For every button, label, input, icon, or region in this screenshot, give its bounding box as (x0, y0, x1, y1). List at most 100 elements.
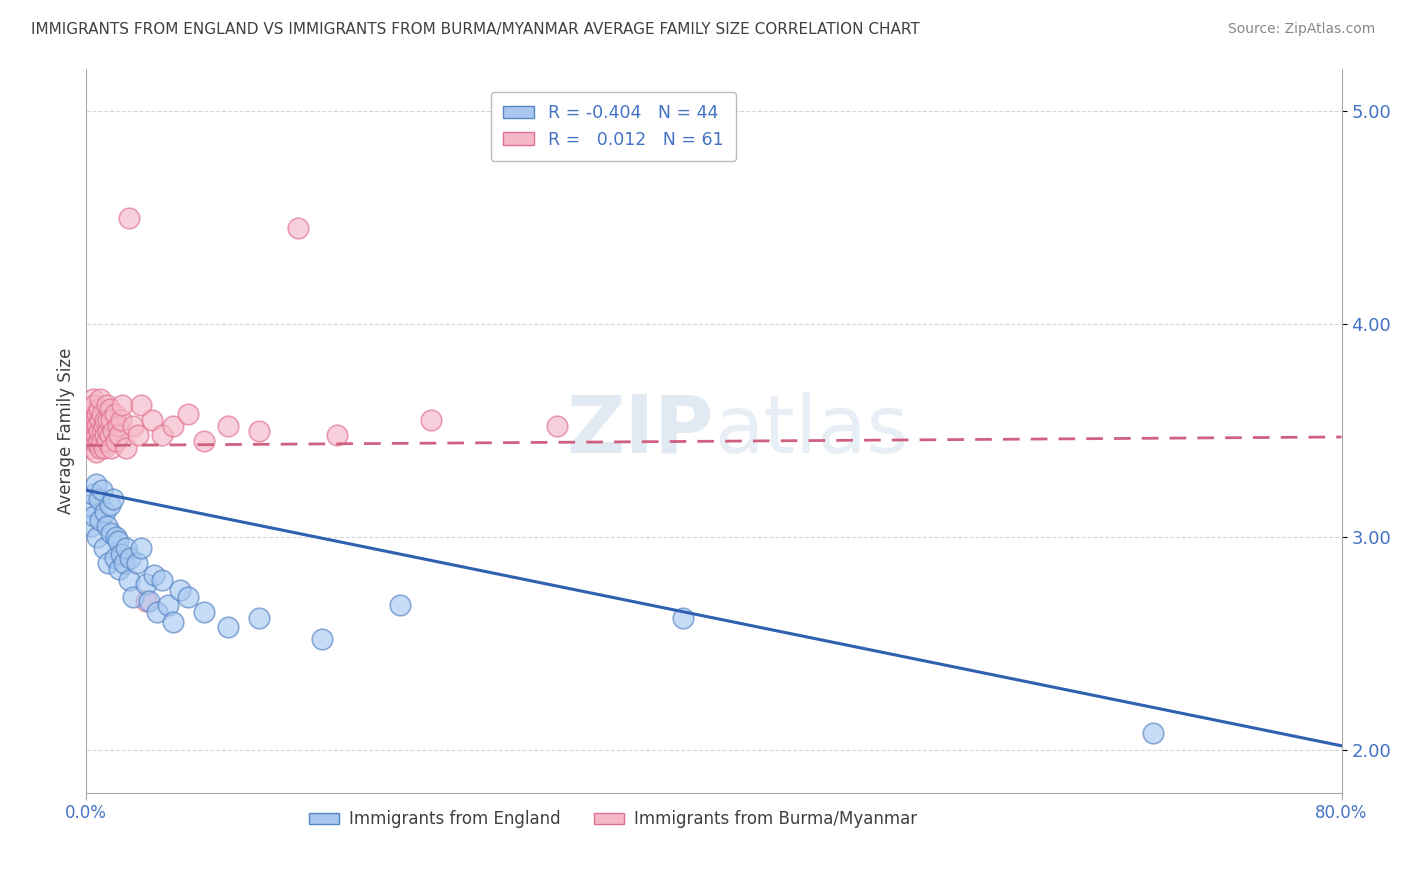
Point (114, 441, 136, 455)
Point (162, 615, 184, 630)
Point (84, 476, 107, 491)
Point (311, 632, 333, 647)
Point (193, 434, 215, 449)
Point (150, 427, 173, 442)
Point (247, 611, 270, 625)
Point (94, 413, 117, 427)
Point (83, 434, 105, 449)
Point (217, 619, 239, 633)
Point (326, 427, 349, 442)
Point (79, 402, 101, 417)
Point (118, 211, 141, 225)
Point (103, 407, 125, 421)
Point (111, 398, 134, 412)
Point (96, 398, 118, 412)
Text: atlas: atlas (714, 392, 908, 469)
Point (100, 413, 122, 427)
Point (91, 483, 114, 498)
Point (98, 427, 121, 442)
Point (125, 556, 148, 570)
Point (97, 413, 120, 427)
Point (105, 530, 128, 544)
Point (87, 424, 110, 438)
Point (193, 605, 215, 619)
Point (129, 398, 152, 412)
Point (86, 530, 108, 544)
Point (177, 407, 200, 421)
Point (93, 441, 115, 455)
Point (98, 498, 121, 512)
Point (82, 427, 104, 442)
Text: IMMIGRANTS FROM ENGLAND VS IMMIGRANTS FROM BURMA/MYANMAR AVERAGE FAMILY SIZE COR: IMMIGRANTS FROM ENGLAND VS IMMIGRANTS FR… (31, 22, 920, 37)
Point (83, 508, 105, 523)
Point (177, 590, 200, 604)
Point (76, 434, 98, 449)
Point (108, 427, 131, 442)
Point (122, 419, 145, 434)
Point (94, 504, 117, 518)
Point (127, 427, 149, 442)
Point (100, 525, 122, 540)
Point (118, 573, 141, 587)
Point (93, 419, 115, 434)
Point (91, 407, 114, 421)
Point (79, 498, 101, 512)
Point (79, 413, 101, 427)
Point (82, 487, 104, 501)
Point (93, 541, 115, 555)
Point (86, 407, 108, 421)
Point (122, 590, 145, 604)
Point (169, 583, 191, 598)
Point (105, 434, 128, 449)
Point (89, 413, 111, 427)
Point (91, 424, 114, 438)
Point (247, 424, 270, 438)
Point (97, 556, 120, 570)
Point (94, 427, 117, 442)
Point (156, 599, 179, 613)
Point (138, 594, 160, 608)
Point (83, 398, 105, 412)
Y-axis label: Average Family Size: Average Family Size (58, 347, 75, 514)
Point (141, 413, 163, 427)
Point (80, 424, 103, 438)
Point (135, 594, 157, 608)
Point (87, 402, 110, 417)
Point (110, 413, 132, 427)
Point (97, 424, 120, 438)
Point (420, 413, 443, 427)
Point (103, 551, 125, 566)
Point (129, 541, 152, 555)
Text: ZIP: ZIP (567, 392, 714, 469)
Point (86, 436, 108, 450)
Point (89, 513, 111, 527)
Point (82, 392, 104, 406)
Point (142, 568, 165, 582)
Point (101, 424, 124, 438)
Text: Source: ZipAtlas.com: Source: ZipAtlas.com (1227, 22, 1375, 37)
Point (112, 556, 135, 570)
Point (120, 551, 142, 566)
Point (101, 491, 124, 506)
Point (96, 519, 118, 533)
Point (110, 547, 132, 561)
Point (84, 413, 107, 427)
Point (84, 427, 107, 442)
Point (389, 599, 412, 613)
Point (87, 491, 110, 506)
Point (89, 392, 111, 406)
Point (89, 441, 111, 455)
Point (114, 541, 136, 555)
Point (135, 577, 157, 591)
Point (91, 434, 114, 449)
Point (86, 419, 108, 434)
Point (671, 611, 693, 625)
Legend: Immigrants from England, Immigrants from Burma/Myanmar: Immigrants from England, Immigrants from… (302, 804, 924, 835)
Point (217, 419, 239, 434)
Point (83, 419, 105, 434)
Point (546, 419, 568, 434)
Point (162, 419, 184, 434)
Point (100, 441, 122, 455)
Point (80, 519, 103, 533)
Point (1142, 726, 1164, 740)
